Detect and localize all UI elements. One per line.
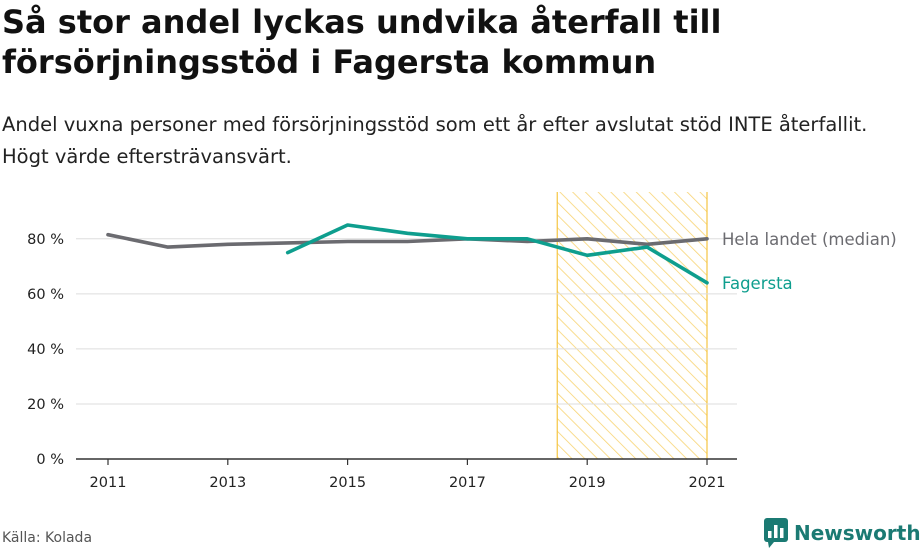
chart-title: Så stor andel lyckas undvika återfall ti…	[2, 3, 722, 81]
y-tick-label: 60 %	[27, 287, 64, 303]
brand-logo: Newsworthy	[764, 518, 920, 548]
x-tick-label: 2021	[689, 475, 726, 491]
x-tick-label: 2013	[209, 475, 246, 491]
newsworthy-logo-icon	[764, 518, 788, 548]
line-chart: 0 % 20 % 40 % 60 % 80 % 2011 2013 2015 2017 2019 2…	[27, 192, 897, 491]
brand-name: Newsworthy	[794, 521, 920, 545]
x-tick-label: 2017	[449, 475, 486, 491]
series-label-hela-landet-median: Hela landet (median)	[722, 230, 897, 249]
highlight-band	[557, 192, 707, 459]
chart-subtitle: Andel vuxna personer med försörjningsstö…	[2, 113, 868, 168]
x-tick-label: 2019	[569, 475, 606, 491]
y-tick-label: 80 %	[27, 232, 64, 248]
x-tick-label: 2011	[90, 475, 127, 491]
x-tick-label: 2015	[329, 475, 366, 491]
series-line-hela-landet-median	[106, 232, 709, 249]
y-tick-label: 20 %	[27, 397, 64, 413]
series-label-fagersta: Fagersta	[722, 274, 793, 293]
y-tick-label: 0 %	[36, 452, 64, 468]
source-note: Källa: Kolada	[2, 530, 93, 546]
y-tick-label: 40 %	[27, 342, 64, 358]
series-line-fagersta	[285, 223, 709, 285]
